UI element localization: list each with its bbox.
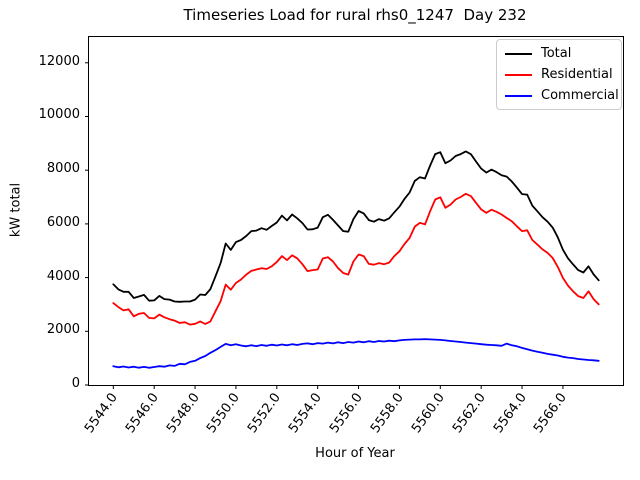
y-tick-label: 0 [71,376,80,391]
legend-label-total: Total [541,46,572,61]
legend: Total Residential Commercial [496,39,622,110]
legend-row-total: Total [505,46,613,61]
legend-line-residential-icon [505,73,532,76]
x-tick-label: 5560.0 [408,390,448,437]
x-tick-label: 5556.0 [327,390,366,437]
x-tick-label: 5552.0 [245,390,285,437]
y-tick-label: 4000 [46,268,80,284]
chart-title: Timeseries Load for rural rhs0_1247 Day … [183,6,527,24]
series-line-commercial [112,338,600,369]
legend-label-commercial: Commercial [541,88,619,103]
plot-area [85,36,624,389]
legend-line-commercial-icon [505,94,532,97]
x-tick-label: 5544.0 [81,390,121,437]
plot-canvas [85,62,600,389]
x-tick-label: 5546.0 [122,390,162,437]
x-tick-label: 5554.0 [286,390,326,437]
x-axis-label: Hour of Year [315,446,395,461]
x-tick-label: 5562.0 [449,390,489,437]
series-line-total [112,150,600,303]
series-line-residential [112,192,600,326]
legend-row-residential: Residential [505,67,613,82]
x-tick-label: 5548.0 [163,390,203,437]
legend-line-total-icon [505,52,532,55]
x-tick-label: 5550.0 [204,390,244,437]
x-tick-label: 5558.0 [367,390,407,437]
y-tick-label: 6000 [46,214,80,230]
x-tick-label: 5566.0 [531,390,571,437]
legend-label-residential: Residential [541,67,613,82]
x-tick-label: 5564.0 [490,390,530,437]
y-tick-label: 8000 [46,161,80,177]
y-tick-label: 12000 [38,53,80,69]
y-tick-label: 10000 [38,107,80,123]
y-axis-label: kW total [8,182,24,238]
y-tick-label: 2000 [46,322,80,338]
legend-row-commercial: Commercial [505,88,619,103]
